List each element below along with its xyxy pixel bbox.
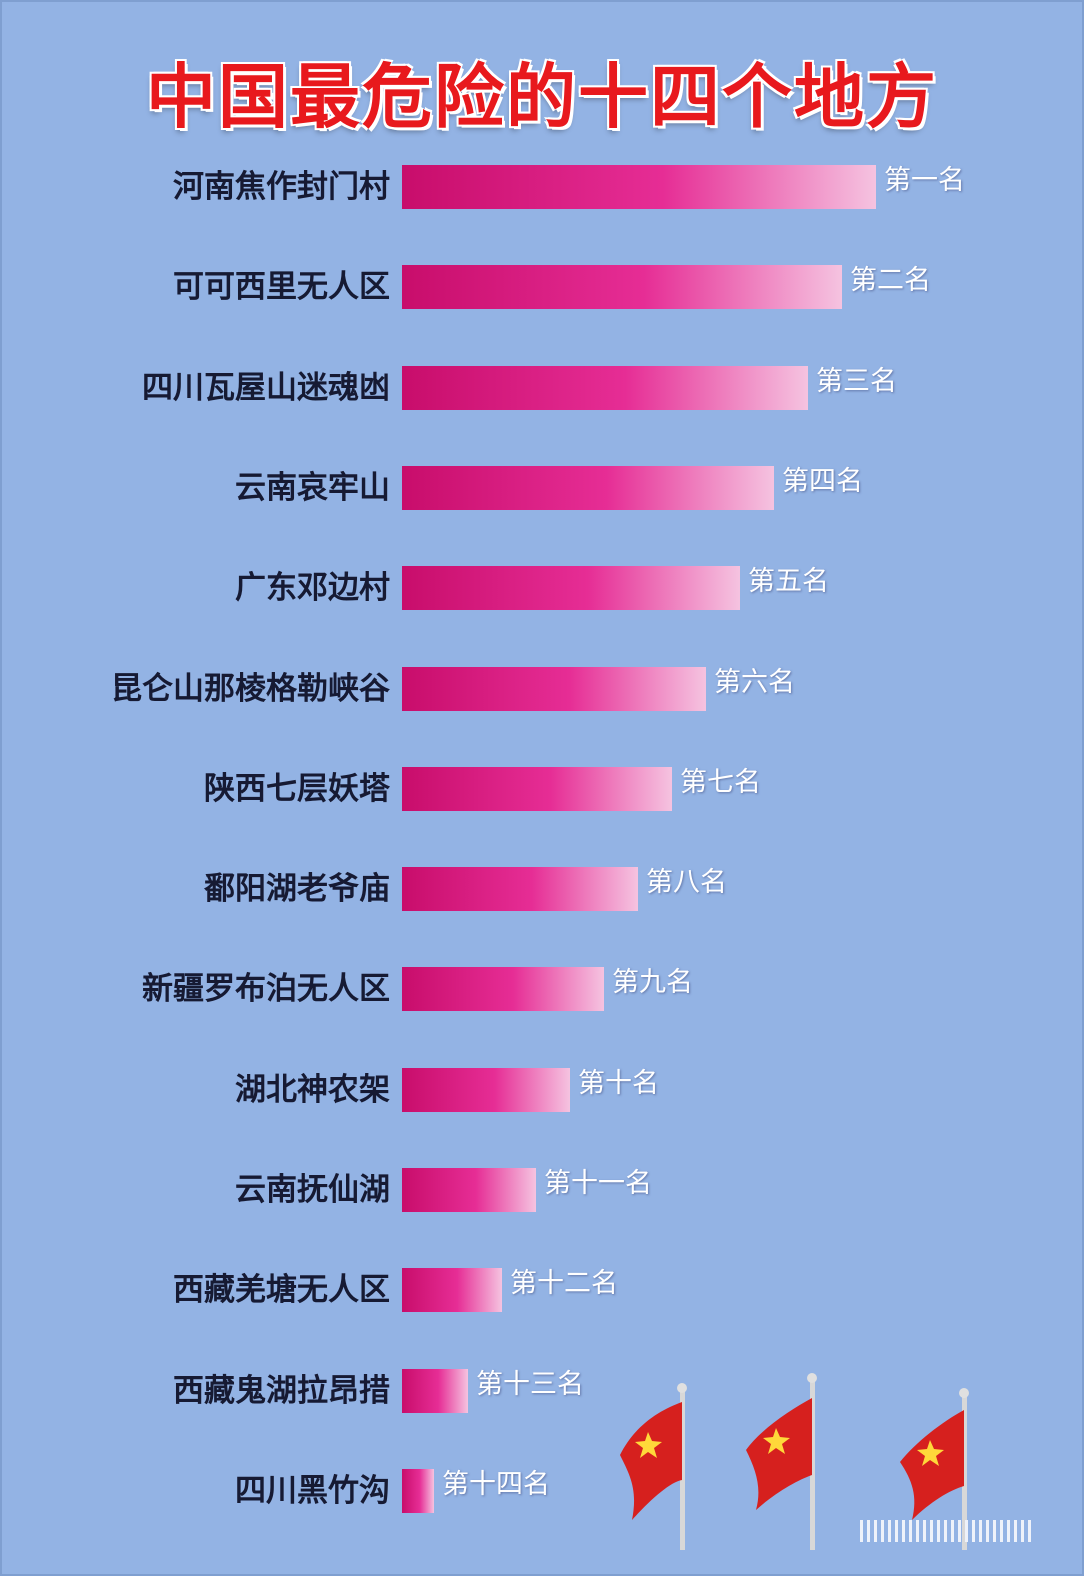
category-label: 湖北神农架: [235, 1072, 390, 1108]
rank-label: 第二名: [850, 265, 931, 296]
category-label: 广东邓边村: [235, 570, 390, 606]
bar: [402, 1268, 502, 1312]
bar: [402, 466, 774, 510]
bar: [402, 1068, 570, 1112]
rank-label: 第三名: [816, 366, 897, 397]
category-label: 西藏鬼湖拉昂措: [173, 1373, 390, 1409]
category-label: 四川黑竹沟: [235, 1473, 390, 1509]
flags-decoration: [620, 1373, 969, 1550]
rank-label: 第六名: [714, 667, 795, 698]
rank-label: 第四名: [782, 466, 863, 497]
rank-label: 第十一名: [544, 1168, 652, 1199]
rank-label: 第十四名: [442, 1469, 550, 1500]
bar: [402, 366, 808, 410]
rank-label: 第十二名: [510, 1268, 618, 1299]
flag-icon: [746, 1373, 817, 1550]
category-label: 云南哀牢山: [235, 470, 390, 506]
category-label: 新疆罗布泊无人区: [142, 971, 390, 1007]
bar: [402, 767, 672, 811]
bar: [402, 165, 876, 209]
category-label: 西藏羌塘无人区: [173, 1272, 390, 1308]
bar: [402, 867, 638, 911]
rank-label: 第九名: [612, 967, 693, 998]
bar: [402, 1168, 536, 1212]
watermark-stripes: [860, 1520, 1035, 1546]
rank-label: 第七名: [680, 767, 761, 798]
rank-label: 第八名: [646, 867, 727, 898]
category-label: 陕西七层妖塔: [204, 771, 390, 807]
category-label: 云南抚仙湖: [235, 1172, 390, 1208]
category-label: 四川瓦屋山迷魂凼: [142, 370, 390, 406]
rank-label: 第十三名: [476, 1369, 584, 1400]
bar: [402, 1369, 468, 1413]
category-label: 鄱阳湖老爷庙: [204, 871, 390, 907]
category-label: 河南焦作封门村: [173, 169, 390, 205]
category-label: 昆仑山那棱格勒峡谷: [111, 671, 390, 707]
chart-title: 中国最危险的十四个地方: [146, 56, 938, 138]
flag-icon: [900, 1388, 969, 1550]
bar: [402, 667, 706, 711]
category-label: 可可西里无人区: [173, 269, 390, 305]
rank-label: 第十名: [578, 1068, 659, 1099]
bar: [402, 1469, 434, 1513]
flag-icon: [620, 1383, 687, 1550]
bar: [402, 566, 740, 610]
bar: [402, 265, 842, 309]
rank-label: 第一名: [884, 165, 965, 196]
bar: [402, 967, 604, 1011]
rank-label: 第五名: [748, 566, 829, 597]
